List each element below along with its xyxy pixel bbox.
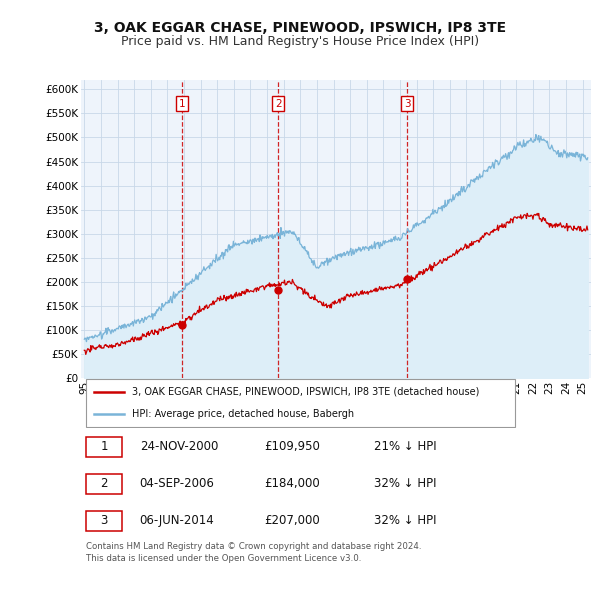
FancyBboxPatch shape [86,437,122,457]
Text: 32% ↓ HPI: 32% ↓ HPI [374,477,437,490]
Text: £184,000: £184,000 [265,477,320,490]
Text: Price paid vs. HM Land Registry's House Price Index (HPI): Price paid vs. HM Land Registry's House … [121,35,479,48]
Text: 32% ↓ HPI: 32% ↓ HPI [374,514,437,527]
Text: 04-SEP-2006: 04-SEP-2006 [140,477,215,490]
Text: 3, OAK EGGAR CHASE, PINEWOOD, IPSWICH, IP8 3TE (detached house): 3, OAK EGGAR CHASE, PINEWOOD, IPSWICH, I… [132,386,479,396]
Text: HPI: Average price, detached house, Babergh: HPI: Average price, detached house, Babe… [132,409,354,419]
Text: 3: 3 [404,99,410,109]
Text: 06-JUN-2014: 06-JUN-2014 [140,514,214,527]
Text: 3: 3 [100,514,107,527]
Text: Contains HM Land Registry data © Crown copyright and database right 2024.
This d: Contains HM Land Registry data © Crown c… [86,542,422,563]
FancyBboxPatch shape [86,379,515,427]
Text: 24-NOV-2000: 24-NOV-2000 [140,440,218,453]
Text: £109,950: £109,950 [265,440,320,453]
FancyBboxPatch shape [86,474,122,494]
Text: 3, OAK EGGAR CHASE, PINEWOOD, IPSWICH, IP8 3TE: 3, OAK EGGAR CHASE, PINEWOOD, IPSWICH, I… [94,21,506,35]
Text: 21% ↓ HPI: 21% ↓ HPI [374,440,437,453]
Text: 2: 2 [100,477,108,490]
Text: £207,000: £207,000 [265,514,320,527]
Text: 1: 1 [179,99,185,109]
FancyBboxPatch shape [86,511,122,531]
Text: 1: 1 [100,440,108,453]
Text: 2: 2 [275,99,281,109]
